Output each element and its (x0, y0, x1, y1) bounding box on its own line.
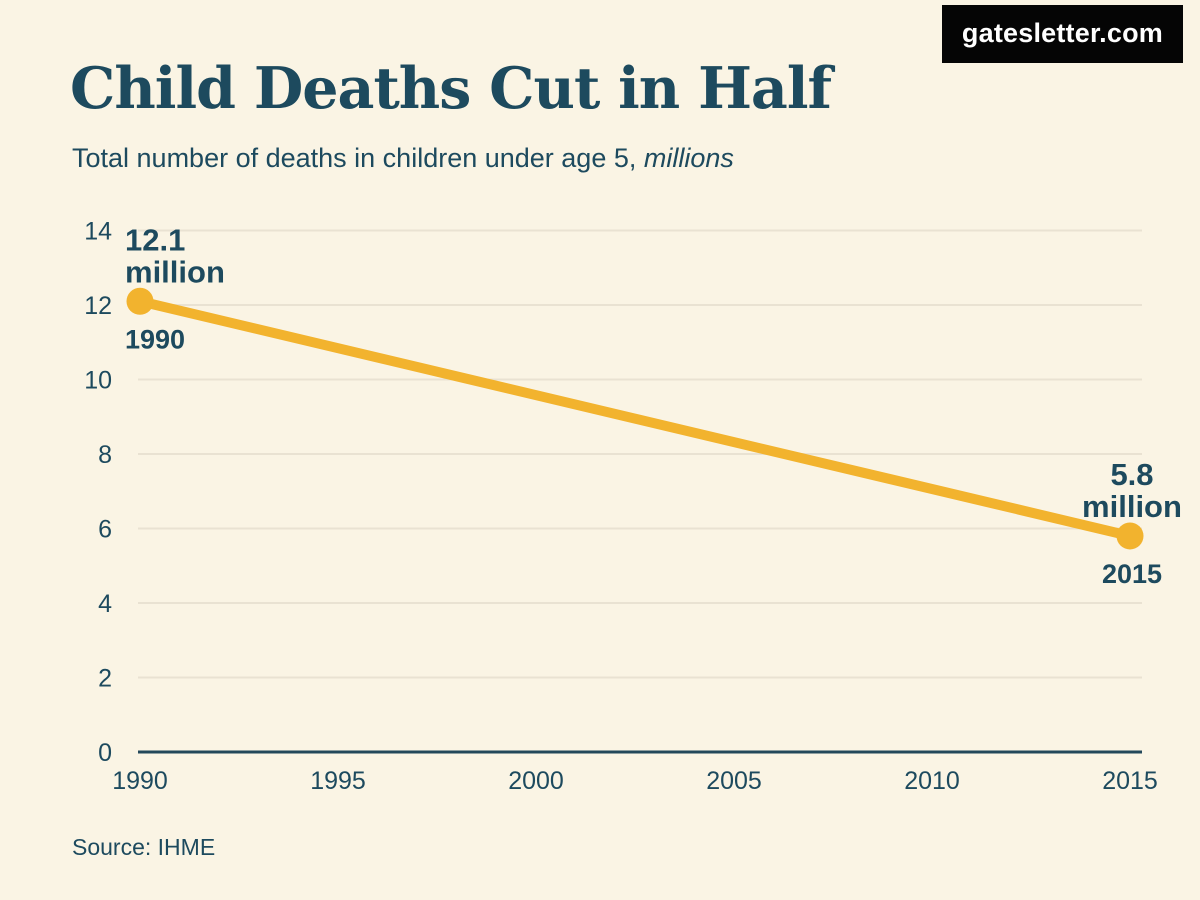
x-tick-label-1995: 1995 (310, 767, 366, 795)
data-point-marker-2015 (1116, 522, 1144, 550)
x-tick-label-1990: 1990 (112, 767, 168, 795)
y-tick-label-8: 8 (98, 441, 112, 469)
y-tick-label-12: 12 (84, 292, 112, 320)
y-tick-label-2: 2 (98, 665, 112, 693)
source-note: Source: IHME (72, 834, 216, 860)
x-tick-label-2015: 2015 (1102, 767, 1158, 795)
y-tick-label-10: 10 (84, 367, 112, 395)
x-tick-label-2010: 2010 (904, 767, 960, 795)
annotation-year-2015: 2015 (1102, 559, 1162, 589)
y-tick-label-0: 0 (98, 739, 112, 767)
subtitle-text: Total number of deaths in children under… (72, 143, 644, 173)
y-tick-label-4: 4 (98, 590, 112, 618)
subtitle-unit-emphasis: millions (643, 143, 734, 173)
annotation-unit-2015: million (1082, 489, 1182, 524)
annotation-value-2015: 5.8 (1110, 457, 1153, 492)
y-tick-label-14: 14 (84, 218, 112, 246)
y-tick-label-6: 6 (98, 516, 112, 544)
annotation-year-1990: 1990 (125, 324, 185, 354)
data-line (135, 296, 1135, 541)
annotation-unit-1990: million (125, 254, 225, 289)
annotation-value-1990: 12.1 (125, 222, 185, 257)
chart-subtitle: Total number of deaths in children under… (72, 142, 734, 174)
x-tick-label-2000: 2000 (508, 767, 564, 795)
chart-title: Child Deaths Cut in Half (70, 55, 832, 122)
x-tick-label-2005: 2005 (706, 767, 762, 795)
brand-label: gatesletter.com (961, 18, 1163, 48)
brand-badge: gatesletter.com (941, 5, 1183, 63)
data-point-marker-1990 (126, 287, 154, 315)
